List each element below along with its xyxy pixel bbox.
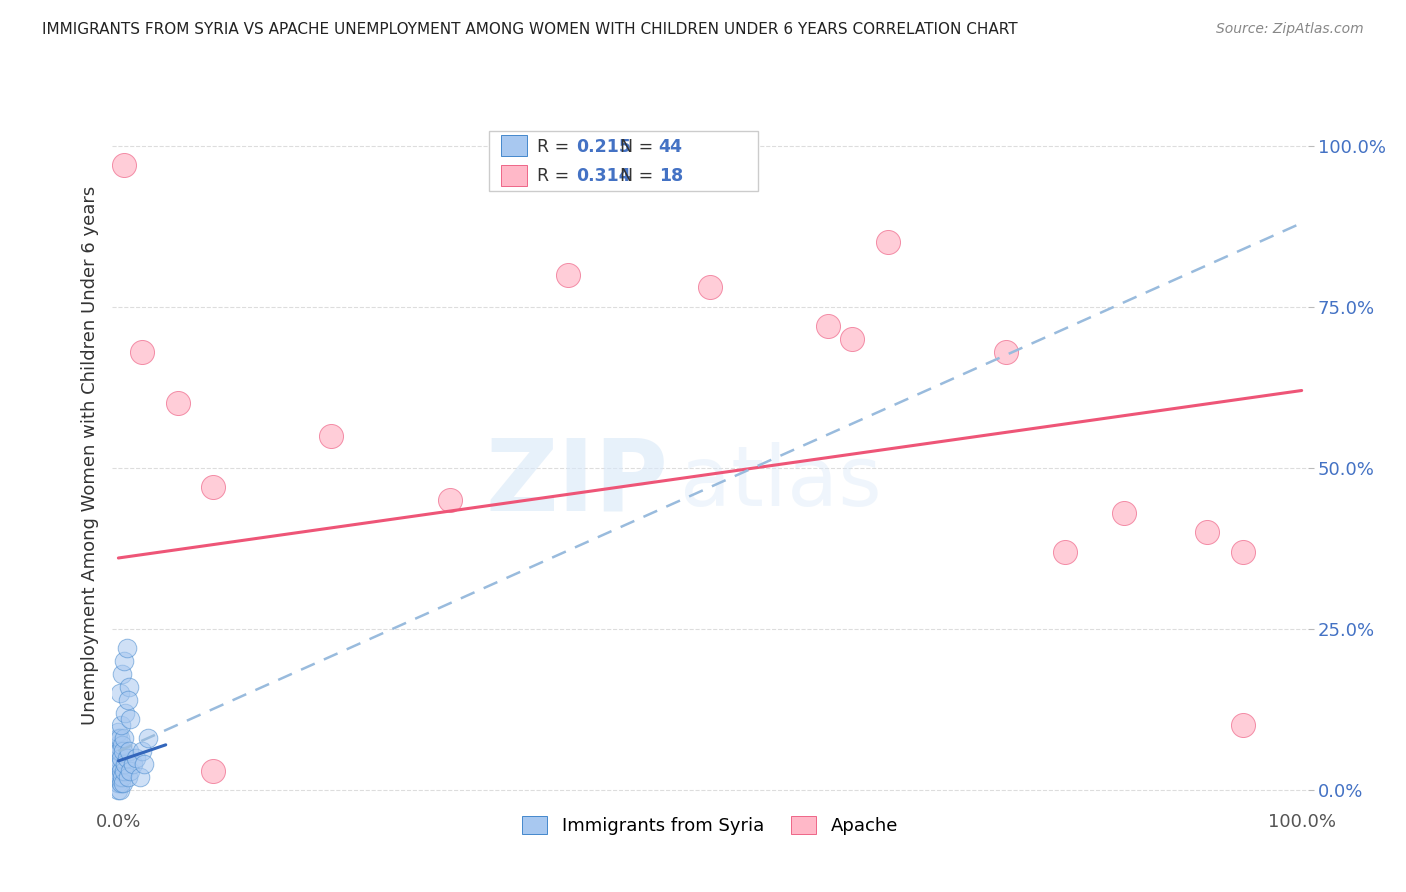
Point — [108, 783, 131, 797]
Point — [115, 641, 138, 656]
Point — [108, 744, 131, 758]
Point — [107, 783, 129, 797]
Point — [107, 725, 129, 739]
Point — [107, 764, 129, 778]
Point — [1232, 718, 1254, 732]
Point — [557, 268, 579, 282]
Point — [1053, 544, 1076, 558]
Point — [107, 750, 129, 764]
Text: 0.314: 0.314 — [576, 167, 631, 186]
Point — [111, 738, 134, 752]
FancyBboxPatch shape — [501, 136, 527, 156]
Text: N =: N = — [620, 137, 659, 155]
Point — [120, 712, 142, 726]
Text: 0.215: 0.215 — [576, 137, 631, 155]
Point — [108, 731, 131, 746]
Point — [114, 706, 136, 720]
FancyBboxPatch shape — [489, 131, 758, 191]
Point — [120, 764, 142, 778]
Y-axis label: Unemployment Among Women with Children Under 6 years: Unemployment Among Women with Children U… — [80, 186, 98, 724]
Point — [136, 731, 159, 746]
Point — [110, 718, 132, 732]
Point — [107, 744, 129, 758]
Text: ZIP: ZIP — [485, 434, 668, 532]
Point — [117, 770, 139, 784]
Point — [107, 757, 129, 772]
Text: R =: R = — [537, 137, 575, 155]
Point — [107, 738, 129, 752]
Point — [112, 731, 135, 746]
Point — [128, 770, 150, 784]
Point — [321, 428, 343, 442]
FancyBboxPatch shape — [501, 165, 527, 186]
Point — [108, 686, 131, 700]
Point — [110, 776, 132, 790]
Point — [131, 344, 153, 359]
Point — [876, 235, 898, 250]
Point — [202, 764, 225, 778]
Point — [112, 744, 135, 758]
Point — [202, 480, 225, 494]
Point — [1232, 544, 1254, 558]
Point — [111, 667, 134, 681]
Point — [110, 764, 132, 778]
Point — [166, 396, 188, 410]
Point — [110, 750, 132, 764]
Text: N =: N = — [620, 167, 659, 186]
Point — [108, 757, 131, 772]
Point — [117, 692, 139, 706]
Point — [107, 776, 129, 790]
Point — [118, 744, 141, 758]
Text: 18: 18 — [658, 167, 683, 186]
Point — [1195, 525, 1218, 540]
Point — [1114, 506, 1136, 520]
Point — [108, 770, 131, 784]
Point — [131, 744, 153, 758]
Point — [994, 344, 1017, 359]
Text: 44: 44 — [658, 137, 683, 155]
Text: IMMIGRANTS FROM SYRIA VS APACHE UNEMPLOYMENT AMONG WOMEN WITH CHILDREN UNDER 6 Y: IMMIGRANTS FROM SYRIA VS APACHE UNEMPLOY… — [42, 22, 1018, 37]
Point — [125, 750, 148, 764]
Point — [112, 776, 135, 790]
Point — [111, 770, 134, 784]
Point — [112, 158, 135, 172]
Point — [115, 750, 138, 764]
Point — [112, 654, 135, 668]
Point — [112, 764, 135, 778]
Point — [841, 332, 863, 346]
Point — [817, 319, 839, 334]
Text: Source: ZipAtlas.com: Source: ZipAtlas.com — [1216, 22, 1364, 37]
Point — [118, 680, 141, 694]
Text: atlas: atlas — [681, 442, 882, 524]
Text: R =: R = — [537, 167, 575, 186]
Point — [107, 770, 129, 784]
Point — [439, 493, 461, 508]
Legend: Immigrants from Syria, Apache: Immigrants from Syria, Apache — [515, 809, 905, 842]
Point — [107, 731, 129, 746]
Point — [699, 280, 721, 294]
Point — [114, 757, 136, 772]
Point — [134, 757, 156, 772]
Point — [121, 757, 143, 772]
